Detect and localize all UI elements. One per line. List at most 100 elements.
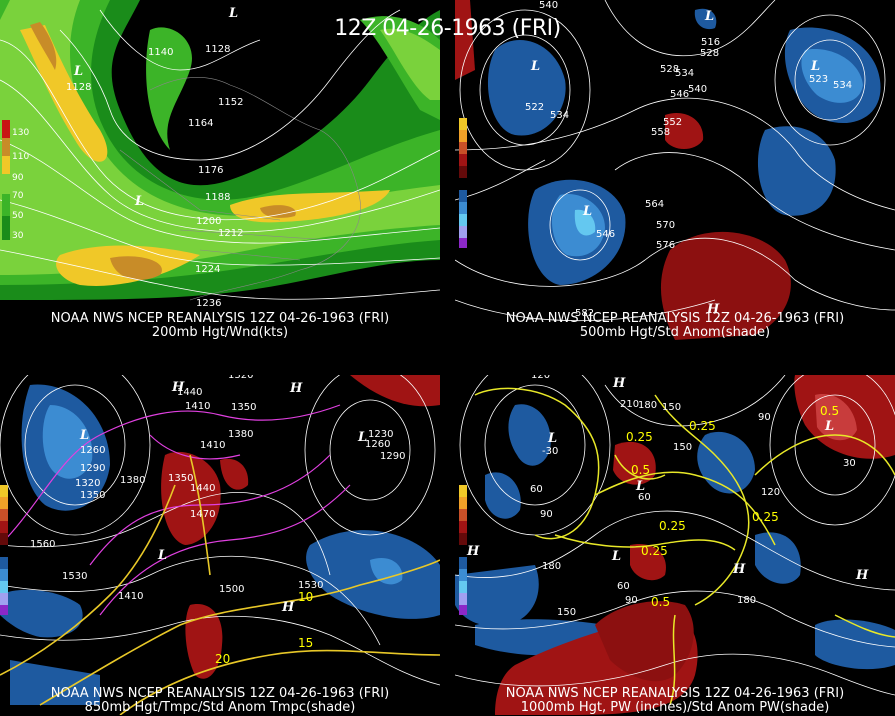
contour-label: 534 <box>833 80 852 91</box>
contour-label: 1410 <box>200 440 225 451</box>
contour-label: 180 <box>737 595 756 606</box>
contour-label: 90 <box>625 595 638 606</box>
contour-label: 180 <box>638 400 657 411</box>
low-marker: L <box>228 6 238 21</box>
map-500mb: 540 516 522 534 528 540 546 528 534 552 … <box>455 0 895 340</box>
contour-label: 1260 <box>365 439 390 450</box>
high-marker: H <box>171 380 185 395</box>
cb-label: 70 <box>12 191 24 201</box>
contour-label: 30 <box>843 458 856 469</box>
contour-label: 1440 <box>177 387 202 398</box>
panel-200mb: 130 110 90 70 50 30 1140 1128 1128 1152 … <box>0 0 440 340</box>
contour-label: -30 <box>542 446 558 457</box>
contour-label: 1236 <box>196 298 221 309</box>
panel-caption-field: 500mb Hgt/Std Anom(shade) <box>579 325 771 340</box>
pw-label: 0.25 <box>752 510 779 524</box>
pw-label: 0.25 <box>641 544 668 558</box>
low-marker: L <box>79 428 89 443</box>
cb-label: 110 <box>12 152 29 162</box>
high-marker: H <box>289 381 303 396</box>
contour-label: 1230 <box>368 429 393 440</box>
cb-label: 130 <box>12 128 29 138</box>
contour-label: 210 <box>620 399 639 410</box>
contour-label: 120 <box>531 375 550 381</box>
cb-label: 30 <box>12 231 24 241</box>
contour-label: 516 <box>701 37 720 48</box>
contour-label: 528 <box>700 48 719 59</box>
contour-label: 60 <box>617 581 630 592</box>
contour-label: 150 <box>662 402 681 413</box>
panel-caption-source: NOAA NWS NCEP REANALYSIS 12Z 04-26-1963 … <box>50 311 390 326</box>
panel-500mb: 540 516 522 534 528 540 546 528 534 552 … <box>455 0 895 340</box>
contour-label: 90 <box>540 509 553 520</box>
low-marker: L <box>582 204 592 219</box>
contour-label: 1410 <box>118 591 143 602</box>
low-marker: L <box>704 9 714 24</box>
pw-label: 0.25 <box>626 430 653 444</box>
contour-label: 1290 <box>80 463 105 474</box>
contour-label: 60 <box>638 492 651 503</box>
pw-label: 0.25 <box>659 519 686 533</box>
cb-label: 50 <box>12 211 24 221</box>
contour-label: 564 <box>645 199 664 210</box>
contour-label: 1530 <box>298 580 323 591</box>
panel-1000mb: 120 210 180 150 90 -30 0.25 0.25 150 0.5… <box>455 375 895 715</box>
contour-label: 534 <box>675 68 694 79</box>
panel-caption-source: NOAA NWS NCEP REANALYSIS 12Z 04-26-1963 … <box>505 686 845 701</box>
contour-label: 1320 <box>75 478 100 489</box>
panel-caption-field: 1000mb Hgt, PW (inches)/Std Anom PW(shad… <box>520 700 830 715</box>
contour-label: 1260 <box>80 445 105 456</box>
contour-label: 552 <box>663 117 682 128</box>
contour-label: 1350 <box>231 402 256 413</box>
map-200mb: 130 110 90 70 50 30 1140 1128 1128 1152 … <box>0 0 440 340</box>
contour-label: 576 <box>656 240 675 251</box>
cb-label: 90 <box>12 173 24 183</box>
contour-label: 60 <box>530 484 543 495</box>
high-marker: H <box>706 302 720 317</box>
contour-label: 1350 <box>168 473 193 484</box>
contour-label: 1470 <box>190 509 215 520</box>
low-marker: L <box>635 479 645 494</box>
contour-label: 1164 <box>188 118 213 129</box>
contour-label: 150 <box>673 442 692 453</box>
contour-label: 540 <box>539 0 558 11</box>
pw-label: 0.25 <box>689 419 716 433</box>
low-marker: L <box>530 59 540 74</box>
low-marker: L <box>810 59 820 74</box>
contour-label: 570 <box>656 220 675 231</box>
contour-label: 90 <box>758 412 771 423</box>
panel-850mb: 1320 1440 1410 1350 1380 1410 1260 1290 … <box>0 375 440 715</box>
panel-caption-source: NOAA NWS NCEP REANALYSIS 12Z 04-26-1963 … <box>50 686 390 701</box>
panel-caption-field: 850mb Hgt/Tmpc/Std Anom Tmpc(shade) <box>84 700 356 715</box>
chart-title: 12Z 04-26-1963 (FRI) <box>334 16 561 41</box>
contour-label: 1290 <box>380 451 405 462</box>
contour-label: 1560 <box>30 539 55 550</box>
contour-label: 1188 <box>205 192 230 203</box>
pw-label: 0.5 <box>631 463 650 477</box>
low-marker: L <box>357 430 367 445</box>
panel-caption-field: 200mb Hgt/Wnd(kts) <box>151 325 289 340</box>
low-marker: L <box>73 64 83 79</box>
contour-label: 1530 <box>62 571 87 582</box>
contour-label: 1440 <box>190 483 215 494</box>
contour-label: 523 <box>809 74 828 85</box>
map-1000mb: 120 210 180 150 90 -30 0.25 0.25 150 0.5… <box>455 375 895 715</box>
contour-label: 522 <box>525 102 544 113</box>
pw-label: 0.5 <box>651 595 670 609</box>
contour-label: 534 <box>550 110 569 121</box>
contour-label: 558 <box>651 127 670 138</box>
contour-label: 1380 <box>228 429 253 440</box>
low-marker: L <box>134 194 144 209</box>
contour-label: 1410 <box>185 401 210 412</box>
map-850mb: 1320 1440 1410 1350 1380 1410 1260 1290 … <box>0 375 440 715</box>
contour-label: 180 <box>542 561 561 572</box>
contour-label: 1320 <box>228 375 253 381</box>
contour-label: 150 <box>557 607 576 618</box>
high-marker: H <box>612 376 626 391</box>
high-marker: H <box>281 600 295 615</box>
high-marker: H <box>732 562 746 577</box>
isotherm-label: 10 <box>298 590 313 604</box>
contour-label: 546 <box>670 89 689 100</box>
contour-label: 1176 <box>198 165 223 176</box>
panel-caption-source: NOAA NWS NCEP REANALYSIS 12Z 04-26-1963 … <box>505 311 845 326</box>
